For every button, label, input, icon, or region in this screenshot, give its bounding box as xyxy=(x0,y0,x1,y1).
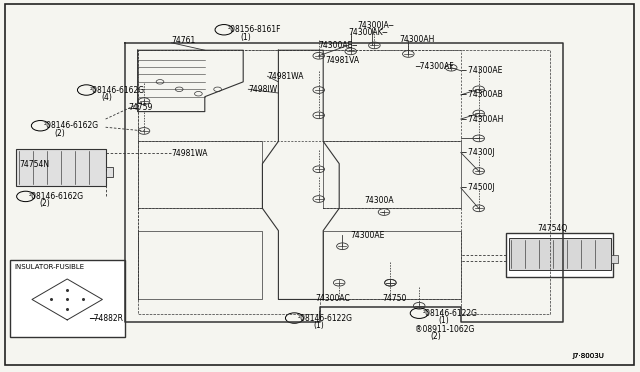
Text: ²08146-6162G: ²08146-6162G xyxy=(90,86,145,94)
Text: ²08146-6162G: ²08146-6162G xyxy=(44,121,99,130)
Text: 74754N: 74754N xyxy=(19,160,49,169)
Text: ─74300AF: ─74300AF xyxy=(415,62,453,71)
FancyBboxPatch shape xyxy=(509,238,611,270)
Text: ─ 74300AB: ─ 74300AB xyxy=(461,90,502,99)
Text: ²08146-6122G: ²08146-6122G xyxy=(298,314,353,323)
Text: (1): (1) xyxy=(240,33,251,42)
Text: 74754Q: 74754Q xyxy=(538,224,568,233)
Text: J7·8003U: J7·8003U xyxy=(573,353,605,359)
Text: (1): (1) xyxy=(438,316,449,325)
Text: 74300AK─: 74300AK─ xyxy=(349,28,388,37)
Text: ─ 74500J: ─ 74500J xyxy=(461,183,495,192)
Text: 74300A: 74300A xyxy=(365,196,394,205)
Text: J7·8003U: J7·8003U xyxy=(573,353,605,359)
Text: ²08156-8161F: ²08156-8161F xyxy=(227,25,281,34)
Text: ²08146-6122G: ²08146-6122G xyxy=(422,309,477,318)
FancyBboxPatch shape xyxy=(611,255,618,263)
Text: 74761: 74761 xyxy=(172,36,196,45)
Text: 74981WA: 74981WA xyxy=(172,149,208,158)
Text: 74300AH: 74300AH xyxy=(399,35,435,44)
Text: 74981VA: 74981VA xyxy=(326,56,360,65)
Text: ─74882R: ─74882R xyxy=(90,314,124,323)
Text: ²08146-6162G: ²08146-6162G xyxy=(29,192,84,201)
Text: 74300AC: 74300AC xyxy=(315,294,349,303)
Text: ─ 74300AH: ─ 74300AH xyxy=(461,115,503,124)
Text: 74981WA: 74981WA xyxy=(268,72,304,81)
FancyBboxPatch shape xyxy=(16,149,106,186)
Text: (2): (2) xyxy=(430,332,441,341)
FancyBboxPatch shape xyxy=(10,260,125,337)
Text: (4): (4) xyxy=(101,93,112,102)
Text: 74759: 74759 xyxy=(128,103,152,112)
Text: ®08911-1062G: ®08911-1062G xyxy=(415,325,474,334)
Text: (2): (2) xyxy=(54,129,65,138)
Text: 74750: 74750 xyxy=(383,294,407,303)
Text: 74300JA─: 74300JA─ xyxy=(357,21,394,30)
Text: (2): (2) xyxy=(40,199,51,208)
Text: ─ 74300AE: ─ 74300AE xyxy=(461,66,502,75)
Text: 74300AE: 74300AE xyxy=(351,231,385,240)
FancyBboxPatch shape xyxy=(506,232,613,277)
Text: 74300AE─: 74300AE─ xyxy=(319,41,358,50)
FancyBboxPatch shape xyxy=(106,167,113,177)
Text: INSULATOR-FUSIBLE: INSULATOR-FUSIBLE xyxy=(14,264,84,270)
Text: ─ 74300J: ─ 74300J xyxy=(461,148,495,157)
Text: (1): (1) xyxy=(314,321,324,330)
Text: 7498lW: 7498lW xyxy=(248,85,278,94)
